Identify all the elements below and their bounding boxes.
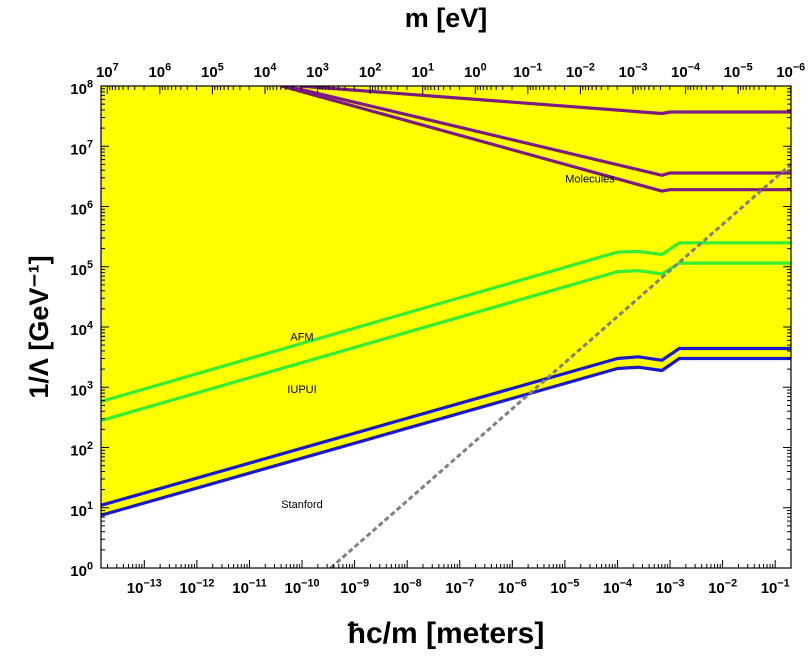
top-tick-label: 105 <box>201 61 224 81</box>
annotation-iupui: IUPUI <box>287 384 316 396</box>
y-tick-label: 106 <box>70 199 93 219</box>
y-tick-label: 105 <box>70 259 93 279</box>
series-line-curve-3 <box>280 86 791 193</box>
x-axis-title: ħc/m [meters] <box>348 617 545 650</box>
top-tick-label: 102 <box>359 61 382 81</box>
y-tick-label: 108 <box>70 78 93 98</box>
top-tick-label: 10−4 <box>671 61 700 81</box>
x-tick-label: 10−8 <box>393 577 422 597</box>
top-tick-label: 10−3 <box>619 61 648 81</box>
x-tick-label: 10−4 <box>603 577 632 597</box>
series-line-iupui <box>101 261 791 423</box>
x-tick-label: 10−5 <box>550 577 579 597</box>
x-tick-label: 10−12 <box>179 577 214 597</box>
series-line-molecules <box>299 86 791 116</box>
y-tick-label: 103 <box>70 380 93 400</box>
dashed-line <box>329 163 791 568</box>
x-tick-label: 10−11 <box>232 577 266 597</box>
x-tick-label: 10−7 <box>445 577 474 597</box>
top-tick-label: 10−6 <box>776 61 805 81</box>
x-tick-label: 10−1 <box>761 577 790 597</box>
y-tick-label: 107 <box>70 139 93 159</box>
excluded-region <box>101 86 791 514</box>
top-tick-label: 107 <box>96 61 119 81</box>
y-tick-label: 102 <box>70 440 93 460</box>
series-line-curve-2 <box>285 86 791 177</box>
top-tick-label: 10−1 <box>513 61 542 81</box>
top-axis-title: m [eV] <box>405 3 488 33</box>
x-tick-label: 10−3 <box>656 577 685 597</box>
top-tick-label: 10−5 <box>724 61 753 81</box>
annotation-afm: AFM <box>290 331 313 343</box>
x-tick-label: 10−9 <box>340 577 369 597</box>
y-tick-label: 104 <box>70 319 93 339</box>
x-tick-label: 10−10 <box>284 577 319 597</box>
annotation-molecules: Molecules <box>565 174 615 186</box>
top-tick-label: 10−2 <box>566 61 595 81</box>
y-tick-label: 100 <box>70 560 93 580</box>
annotation-stanford: Stanford <box>281 499 323 511</box>
top-tick-label: 100 <box>464 61 487 81</box>
series-line-curve-6 <box>101 346 791 507</box>
y-tick-label: 101 <box>70 500 93 520</box>
x-tick-label: 10−13 <box>127 577 162 597</box>
top-tick-label: 103 <box>306 61 329 81</box>
x-tick-label: 10−2 <box>708 577 737 597</box>
top-tick-label: 106 <box>148 61 171 81</box>
top-tick-label: 104 <box>254 61 277 81</box>
y-axis-title: 1/Λ [GeV⁻¹] <box>24 255 54 398</box>
x-tick-label: 10−6 <box>498 577 527 597</box>
series-line-afm <box>101 241 791 404</box>
top-tick-label: 101 <box>411 61 434 81</box>
